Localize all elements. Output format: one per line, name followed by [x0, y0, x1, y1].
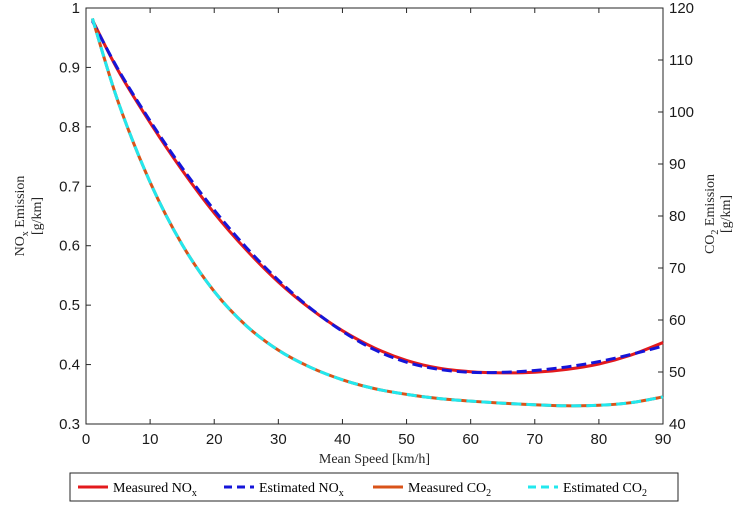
left-y-tick-label: 0.3	[59, 416, 80, 433]
left-y-label-unit: [g/km]	[30, 197, 45, 235]
right-y-tick-label: 50	[669, 364, 686, 381]
left-y-label-sub: x	[20, 231, 31, 236]
svg-text:Measured CO2: Measured CO2	[408, 481, 491, 499]
right-y-tick-label: 90	[669, 156, 686, 173]
left-y-tick-label: 0.9	[59, 59, 80, 76]
series-estimated-co2	[90, 17, 664, 408]
legend-sub-measured-co2: 2	[486, 488, 491, 499]
legend-label-measured-co2: Measured CO	[408, 481, 486, 496]
legend-label-measured-nox: Measured NO	[113, 481, 192, 496]
right-y-tick-label: 80	[669, 208, 686, 225]
right-y-label-rest: Emission	[703, 174, 718, 230]
legend-label-estimated-co2: Estimated CO	[563, 481, 642, 496]
left-y-tick-label: 0.6	[59, 238, 80, 255]
x-tick-label: 10	[142, 431, 159, 448]
right-y-tick-label: 110	[669, 52, 693, 69]
x-tick-label: 20	[206, 431, 223, 448]
svg-text:NOx Emission: NOx Emission	[13, 176, 31, 257]
left-y-tick-label: 0.5	[59, 297, 80, 314]
right-y-tick-label: 100	[669, 104, 694, 121]
plot-area	[85, 7, 664, 425]
right-y-label-sub: 2	[710, 230, 721, 235]
legend-item-estimated-co2: Estimated CO2	[528, 481, 647, 499]
svg-text:CO2 Emission: CO2 Emission	[703, 174, 721, 254]
legend-item-estimated-nox: Estimated NOx	[224, 481, 344, 499]
series-estimated-nox	[91, 20, 664, 375]
legend-item-measured-co2: Measured CO2	[373, 481, 491, 499]
svg-text:Measured NOx: Measured NOx	[113, 481, 197, 499]
left-y-tick-label: 0.8	[59, 119, 80, 136]
legend-sub-estimated-co2: 2	[642, 488, 647, 499]
left-y-tick-label: 1	[72, 0, 80, 17]
right-y-tick-label: 40	[669, 416, 686, 433]
x-tick-label: 30	[270, 431, 287, 448]
legend-sub-measured-nox: x	[192, 488, 197, 499]
x-tick-label: 50	[398, 431, 415, 448]
svg-text:Estimated CO2: Estimated CO2	[563, 481, 647, 499]
right-y-tick-label: 70	[669, 260, 686, 277]
right-y-label-main: CO	[703, 235, 718, 254]
right-y-tick-label: 60	[669, 312, 686, 329]
x-tick-label: 0	[82, 431, 90, 448]
x-tick-label: 60	[462, 431, 479, 448]
data-series	[90, 17, 664, 408]
x-tick-label: 40	[334, 431, 351, 448]
left-y-label-rest: Emission	[13, 176, 28, 232]
x-tick-label: 90	[655, 431, 672, 448]
left-y-axis-label: NOx Emission [g/km]	[13, 176, 45, 257]
x-tick-label: 80	[591, 431, 608, 448]
left-y-tick-label: 0.4	[59, 357, 80, 374]
x-tick-label: 70	[526, 431, 543, 448]
legend-sub-estimated-nox: x	[339, 488, 344, 499]
legend: Measured NOx Estimated NOx Measured CO2 …	[69, 472, 679, 502]
svg-text:Estimated NOx: Estimated NOx	[259, 481, 344, 499]
x-axis-label: Mean Speed [km/h]	[319, 452, 430, 467]
right-y-tick-label: 120	[669, 0, 694, 17]
left-y-tick-label: 0.7	[59, 178, 80, 195]
legend-item-measured-nox: Measured NOx	[78, 481, 197, 499]
right-y-axis-label: CO2 Emission [g/km]	[703, 174, 734, 254]
left-y-label-main: NO	[13, 236, 28, 256]
axis-ticks: 0 10 20 30 40 50 60 70 80 90 0.3 0.4 0.5 0.6 0.7 0.8 0.9…	[59, 0, 694, 448]
legend-label-estimated-nox: Estimated NO	[259, 481, 339, 496]
right-y-label-unit: [g/km]	[719, 195, 734, 233]
